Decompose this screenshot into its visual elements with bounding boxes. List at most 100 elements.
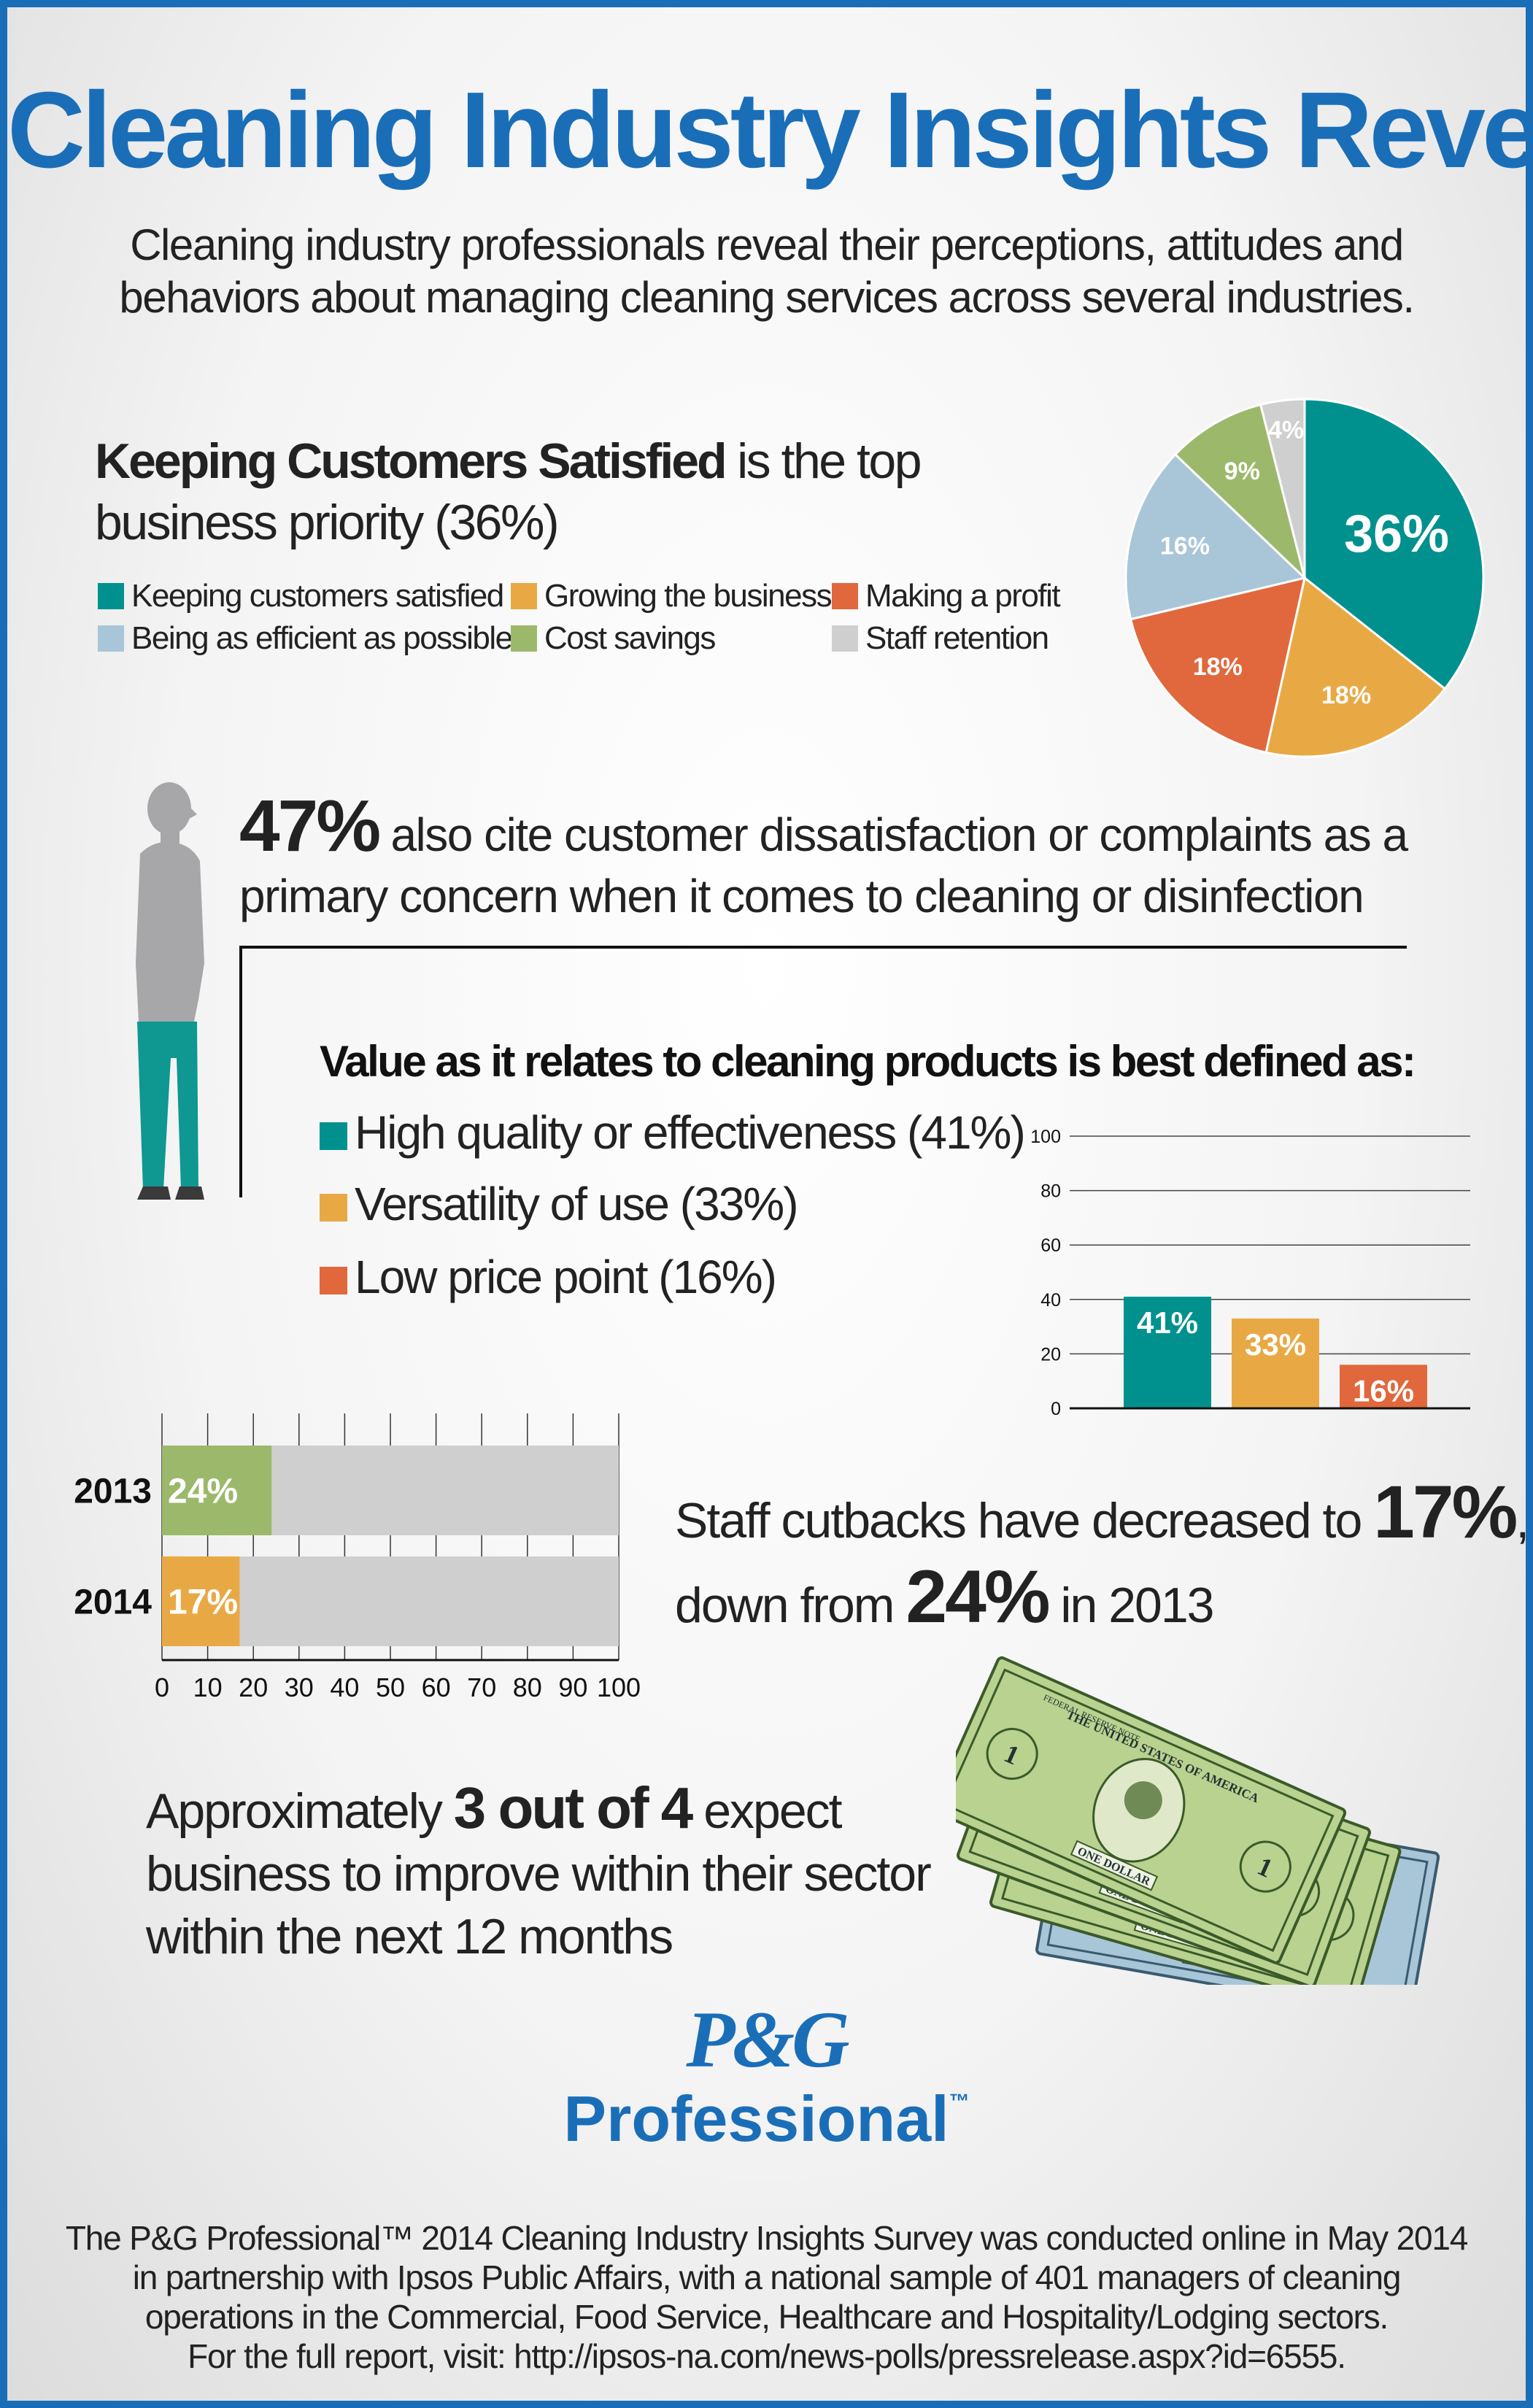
value-item: Low price point (16%): [320, 1250, 777, 1304]
bar: [1340, 1365, 1427, 1408]
legend-label: Staff retention: [865, 620, 1049, 656]
pie-slice-label: 18%: [1193, 653, 1243, 681]
pie-slice: [1264, 576, 1447, 758]
legend-item: Keeping customers satisfied: [98, 578, 504, 614]
logo-word: Professional: [563, 2083, 949, 2155]
priority-heading-bold: Keeping Customers Satisfied: [95, 433, 727, 489]
pie-slice: [1124, 452, 1308, 621]
dollar-bills-icon: ONE DOLLAR ONE DOLLAR ONE DOLLAR THE UNI…: [956, 1655, 1440, 1985]
complaints-stat: 47% also cite customer dissatisfaction o…: [239, 790, 1465, 927]
divider-line: [239, 946, 1407, 949]
outlook-text: Approximately 3 out of 4 expect business…: [146, 1777, 1036, 1968]
pie-slice: [1173, 403, 1307, 582]
bar-label: 24%: [168, 1473, 238, 1511]
x-tick-label: 30: [285, 1672, 314, 1702]
footnote-line: in partnership with Ipsos Public Affairs…: [132, 2258, 1402, 2296]
priority-heading-rest: is the top business priority (36%): [95, 433, 922, 550]
complaints-stat-text: also cite customer dissatisfaction or co…: [239, 809, 1408, 922]
bar-label: 17%: [168, 1583, 238, 1622]
pie-slice-label: 4%: [1268, 416, 1304, 444]
outlook-text-part: expect business to improve within their …: [146, 1783, 932, 1964]
category-label: 2013: [74, 1473, 152, 1511]
x-tick-label: 20: [239, 1672, 268, 1702]
staff-text-part: ,: [1515, 1493, 1529, 1548]
legend-label: Cost savings: [544, 620, 716, 656]
x-tick-label: 40: [330, 1672, 359, 1702]
pie-slice: [1259, 398, 1306, 579]
pg-logo: P&G: [686, 1995, 849, 2084]
value-item: High quality or effectiveness (41%): [320, 1105, 1026, 1159]
outlook-text-part: Approximately: [146, 1783, 454, 1839]
legend-label: Keeping customers satisfied: [131, 578, 504, 614]
pie-slice-label: 36%: [1344, 505, 1449, 563]
legend-label: Growing the business: [544, 578, 833, 614]
value-heading: Value as it relates to cleaning products…: [320, 1037, 1416, 1086]
outlook-stat: 3 out of 4: [453, 1775, 694, 1840]
bar: [1124, 1297, 1211, 1408]
x-tick-label: 60: [422, 1672, 451, 1702]
staff-cutbacks-bar-chart: 0 10 20 30 40 50 60 70 80 90 100 24% 2013 17% 2014: [74, 1413, 641, 1702]
y-tick-label: 60: [1040, 1235, 1061, 1256]
subtitle-line: Cleaning industry professionals reveal t…: [130, 220, 1404, 269]
page-title: Cleaning Industry Insights Revealed: [7, 70, 1533, 190]
legend-label: Being as efficient as possible: [131, 620, 513, 656]
bar: [1232, 1318, 1319, 1408]
legend-item: Growing the business: [511, 578, 833, 614]
bar: [162, 1446, 272, 1535]
category-label: 2014: [74, 1583, 152, 1622]
value-item-label: Low price point (16%): [355, 1251, 777, 1303]
value-bar-chart: 0 20 40 60 80 100 41% 33% 16%: [1030, 1127, 1470, 1419]
staff-stat-2014: 17%: [1373, 1470, 1518, 1554]
footnote-line: For the full report, visit: http://ipsos…: [188, 2337, 1346, 2375]
value-item-label: Versatility of use (33%): [355, 1178, 798, 1230]
legend-swatch: [832, 625, 858, 652]
priority-pie-chart: 36% 18% 18% 16% 9% 4%: [1124, 398, 1485, 758]
y-tick-label: 80: [1040, 1181, 1061, 1202]
pie-slice: [1303, 398, 1485, 691]
x-tick-label: 50: [376, 1672, 405, 1702]
legend-label: Making a profit: [865, 578, 1061, 614]
subtitle-line: behaviors about managing cleaning servic…: [119, 273, 1415, 322]
person-silhouette-icon: [136, 782, 204, 1200]
staff-cutbacks-text: Staff cutbacks have decreased to 17%, do…: [675, 1474, 1529, 1643]
staff-text-part: in 2013: [1048, 1578, 1214, 1633]
x-tick-label: 70: [467, 1672, 496, 1702]
x-tick-label: 100: [597, 1672, 641, 1702]
bar-label: 16%: [1353, 1373, 1414, 1408]
x-tick-label: 10: [193, 1672, 223, 1702]
pie-slice-label: 18%: [1321, 682, 1371, 709]
legend-swatch: [98, 625, 124, 652]
value-swatch: [320, 1122, 347, 1150]
divider-line: [239, 946, 242, 1197]
bar-label: 33%: [1245, 1327, 1306, 1362]
x-tick-label: 80: [513, 1672, 542, 1702]
legend-swatch: [511, 625, 537, 652]
staff-text-part: down from: [675, 1578, 906, 1633]
pie-slice: [1129, 576, 1306, 755]
legend-swatch: [832, 583, 858, 609]
value-swatch: [320, 1267, 347, 1294]
value-swatch: [320, 1194, 347, 1222]
x-tick-label: 90: [558, 1672, 587, 1702]
legend-item: Being as efficient as possible: [98, 620, 513, 657]
bar-label: 41%: [1137, 1305, 1198, 1340]
page-subtitle: Cleaning industry professionals reveal t…: [7, 219, 1526, 324]
trademark-mark: ™: [949, 2090, 970, 2112]
pie-slice-label: 16%: [1160, 532, 1210, 560]
x-tick-label: 0: [155, 1672, 169, 1702]
priority-heading: Keeping Customers Satisfied is the top b…: [95, 431, 1102, 553]
staff-stat-2013: 24%: [905, 1555, 1050, 1638]
legend-item: Making a profit: [832, 578, 1061, 614]
legend-swatch: [511, 583, 537, 609]
y-tick-label: 100: [1030, 1127, 1061, 1147]
staff-text-part: Staff cutbacks have decreased to: [675, 1493, 1374, 1548]
footnote-line: The P&G Professional™ 2014 Cleaning Indu…: [65, 2219, 1468, 2257]
y-tick-label: 20: [1040, 1344, 1061, 1365]
value-item-label: High quality or effectiveness (41%): [355, 1106, 1026, 1159]
complaints-stat-number: 47%: [239, 785, 381, 867]
footnote-line: operations in the Commercial, Food Servi…: [144, 2298, 1389, 2336]
staff-line-2: down from 24% in 2013: [675, 1559, 1526, 1643]
staff-line-1: Staff cutbacks have decreased to 17%,: [675, 1474, 1529, 1559]
legend-item: Cost savings: [511, 620, 716, 657]
